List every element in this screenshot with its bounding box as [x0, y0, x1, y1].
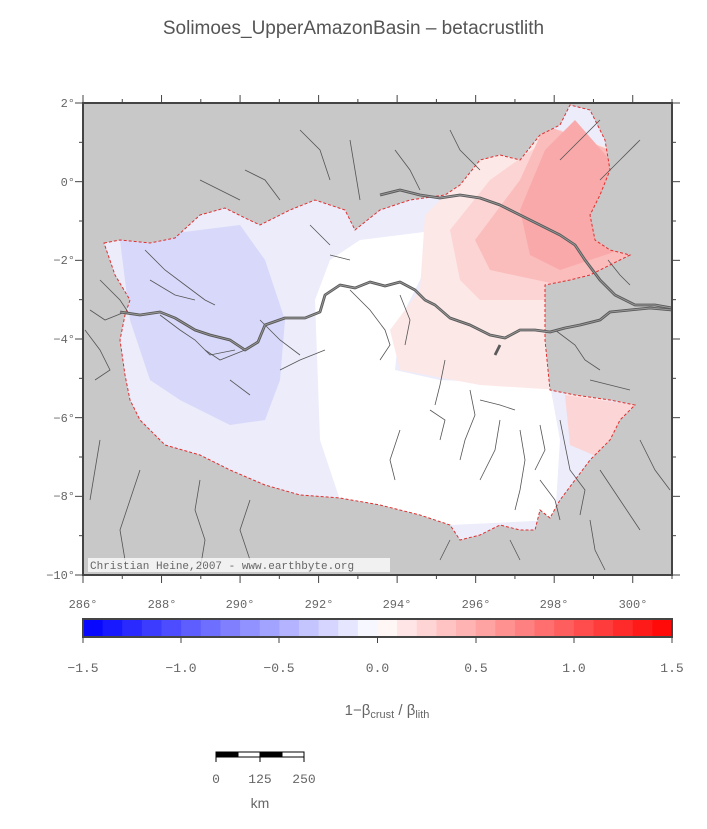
colorbar: [83, 619, 673, 637]
colorbar-cell: [279, 619, 300, 637]
axis-ticks: [75, 95, 680, 583]
latitude-labels: 2° 0° −2° −4° −6° −8° −10°: [46, 97, 75, 583]
colorbar-cell: [554, 619, 575, 637]
colorbar-cell: [416, 619, 437, 637]
colorbar-cell: [122, 619, 143, 637]
lat-label-m4: −4°: [53, 333, 75, 347]
scale-label-0: 0: [212, 772, 220, 787]
lat-label-m10: −10°: [46, 569, 75, 583]
colorbar-label-0.5: 0.5: [464, 661, 487, 676]
colorbar-cell: [181, 619, 202, 637]
colorbar-label-m1.5: −1.5: [67, 661, 98, 676]
colorbar-cell: [298, 619, 320, 637]
colorbar-cell: [83, 619, 104, 637]
colorbar-cell: [495, 619, 516, 637]
lat-label-0: 0°: [61, 176, 75, 190]
colorbar-cell: [357, 619, 378, 637]
lat-label-m2: −2°: [53, 254, 75, 268]
scale-label-250: 250: [292, 772, 315, 787]
credit-box: [88, 558, 390, 572]
lon-label-296: 296°: [462, 598, 491, 612]
colorbar-cell: [632, 619, 653, 637]
map-credit: Christian Heine,2007 - www.earthbyte.org: [90, 561, 354, 573]
colorbar-cell: [240, 619, 261, 637]
colorbar-cell: [259, 619, 280, 637]
lat-label-m8: −8°: [53, 490, 75, 504]
colorbar-cell: [475, 619, 496, 637]
lon-label-292: 292°: [305, 598, 334, 612]
scale-label-125: 125: [248, 772, 271, 787]
lon-label-288: 288°: [148, 598, 177, 612]
main-river-inner: [119, 189, 673, 351]
colorbar-cell: [456, 619, 477, 637]
colorbar-ticks: [82, 637, 673, 643]
lat-label-2: 2°: [61, 97, 75, 111]
colorbar-cell: [514, 619, 536, 637]
colorbar-cell: [436, 619, 457, 637]
tributary-rivers: [84, 119, 671, 571]
lon-label-290: 290°: [226, 598, 255, 612]
colorbar-cell: [593, 619, 614, 637]
colorbar-label-m1.0: −1.0: [165, 661, 196, 676]
scale-bar: [215, 751, 305, 762]
colorbar-title: 1−βcrust / βlith: [345, 702, 430, 721]
colorbar-labels: −1.5 −1.0 −0.5 0.0 0.5 1.0 1.5: [67, 661, 683, 676]
colorbar-cell: [141, 619, 163, 637]
scale-bar-labels: 0 125 250: [212, 772, 316, 787]
colorbar-cell: [102, 619, 123, 637]
lon-label-294: 294°: [383, 598, 412, 612]
colorbar-label-0.0: 0.0: [366, 661, 389, 676]
colorbar-label-m0.5: −0.5: [263, 661, 294, 676]
colorbar-cell: [652, 619, 673, 637]
scale-unit: km: [251, 795, 270, 811]
colorbar-cell: [377, 619, 398, 637]
colorbar-label-1.5: 1.5: [660, 661, 683, 676]
colorbar-cell: [318, 619, 339, 637]
lon-label-286: 286°: [69, 598, 98, 612]
longitude-labels: 286° 288° 290° 292° 294° 296° 298° 300°: [69, 598, 648, 612]
colorbar-label-1.0: 1.0: [562, 661, 585, 676]
lat-label-m6: −6°: [53, 412, 75, 426]
lon-label-298: 298°: [540, 598, 569, 612]
colorbar-cell: [200, 619, 221, 637]
map-title: Solimoes_UpperAmazonBasin – betacrustlit…: [162, 18, 545, 39]
colorbar-cell: [338, 619, 359, 637]
colorbar-cell: [220, 619, 241, 637]
colorbar-cell: [613, 619, 634, 637]
lon-label-300: 300°: [619, 598, 648, 612]
colorbar-cell: [161, 619, 182, 637]
colorbar-cell: [397, 619, 418, 637]
colorbar-cell: [534, 619, 555, 637]
colorbar-cell: [573, 619, 594, 637]
